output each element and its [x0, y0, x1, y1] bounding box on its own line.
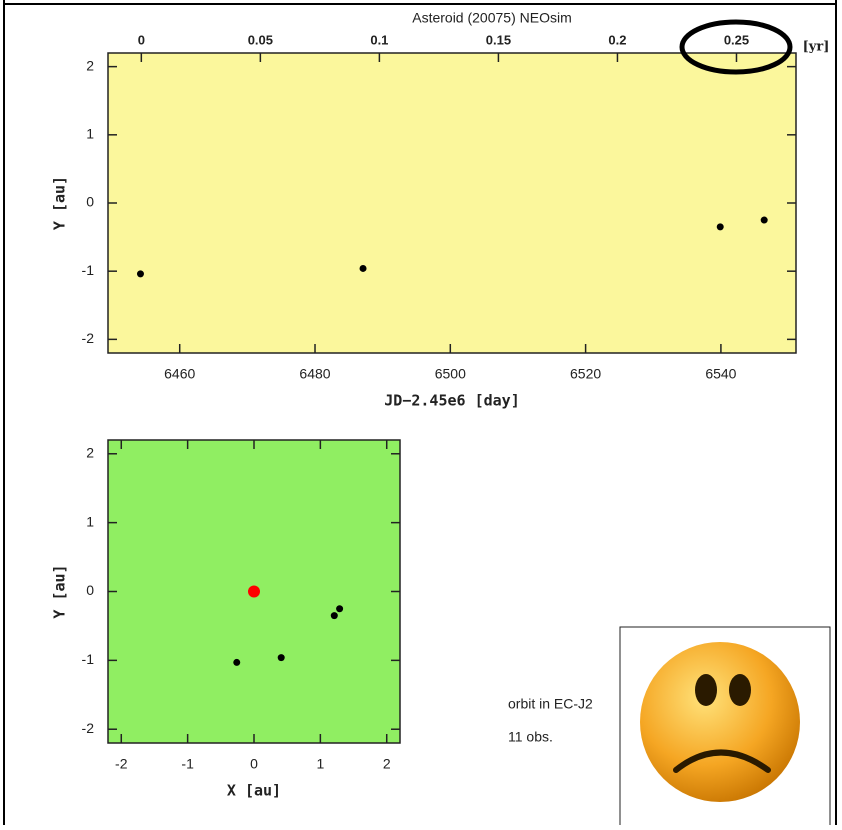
y-axis-label: Y [au]: [51, 564, 69, 618]
x2-tick-label: 0.25: [724, 32, 749, 47]
point: [278, 654, 285, 661]
x2-tick-label: 0.05: [248, 32, 273, 47]
x2-tick-label: 0.15: [486, 32, 511, 47]
screenshot: orbit in EC-J2 11 obs. 6460 6480 6500 6520 6…: [0, 0, 842, 825]
plot-area: [108, 53, 796, 353]
page: orbit in EC-J2 11 obs. 6460 6480 6500 6520 6…: [0, 0, 842, 830]
point: [331, 612, 338, 619]
y-tick-label: 2: [86, 444, 94, 460]
y-tick-label: -2: [82, 720, 95, 736]
point: [336, 605, 343, 612]
x-tick-label: 6540: [705, 366, 736, 382]
y-tick-label: 0: [86, 194, 94, 210]
y-tick-label: -2: [82, 330, 95, 346]
x-tick-label: 6460: [164, 366, 195, 382]
x-tick-label: 6500: [435, 366, 466, 382]
x2-axis-label: [yr]: [803, 40, 830, 55]
point: [233, 659, 240, 666]
x2-tick-label: 0.2: [608, 32, 626, 47]
y-axis-label: Y [au]: [51, 176, 69, 230]
y-tick-label: 1: [86, 513, 94, 529]
y-tick-label: 0: [86, 582, 94, 598]
x-axis-label: X [au]: [227, 782, 281, 800]
x-tick-label: 6520: [570, 366, 601, 382]
sad-face-icon: [620, 627, 830, 825]
x-axis-label: JD−2.45e6 [day]: [384, 392, 519, 410]
y-tick-label: 2: [86, 57, 94, 73]
x-tick-label: 0: [250, 756, 258, 772]
x-tick-label: 2: [383, 756, 391, 772]
y-tick-label: -1: [82, 262, 95, 278]
note: 11 obs.: [508, 729, 553, 745]
eye: [729, 674, 751, 706]
x-tick-label: -2: [115, 756, 128, 772]
point: [360, 265, 367, 272]
face: [640, 642, 800, 802]
y-tick-label: 1: [86, 126, 94, 142]
x-tick-label: -1: [181, 756, 194, 772]
chart-title: Asteroid (20075) NEOsim: [412, 10, 572, 26]
note: orbit in EC-J2: [508, 696, 593, 712]
x2-tick-label: 0: [138, 32, 145, 47]
point: [761, 217, 768, 224]
point: [248, 586, 260, 598]
eye: [695, 674, 717, 706]
y-tick-label: -1: [82, 651, 95, 667]
x-tick-label: 1: [316, 756, 324, 772]
x2-tick-label: 0.1: [370, 32, 388, 47]
point: [717, 223, 724, 230]
point: [137, 270, 144, 277]
x-tick-label: 6480: [299, 366, 330, 382]
